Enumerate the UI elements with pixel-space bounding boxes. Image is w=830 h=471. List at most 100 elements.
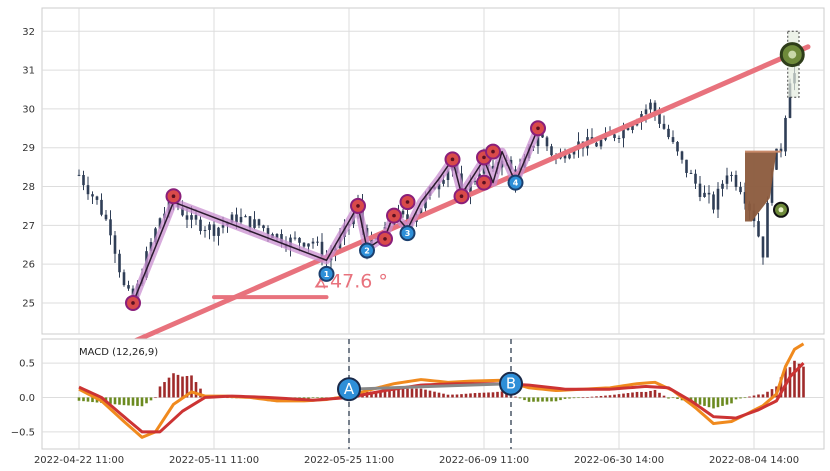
- macd-line: [78, 342, 805, 439]
- candle-body-120: [617, 137, 621, 139]
- macd-hist-bar-100: [527, 397, 531, 402]
- marker-dot-0: [131, 301, 135, 305]
- macd-hist-bar-121: [622, 393, 625, 398]
- candle-body-115: [595, 142, 598, 147]
- macd-hist-bar-109: [568, 397, 571, 399]
- macd-hist-bar-76: [419, 388, 423, 398]
- candle-body-72: [401, 210, 405, 215]
- candle-body-23: [181, 207, 184, 216]
- price-y-tick-0: 25: [22, 298, 35, 309]
- macd-hist-bar-52: [311, 397, 315, 399]
- macd-hist-bar-82: [446, 394, 450, 398]
- x-tick-1: 2022-05-11 11:00: [169, 455, 259, 466]
- candle-body-122: [626, 127, 630, 131]
- macd-hist-bar-22: [176, 374, 180, 398]
- macd-hist-bar-123: [631, 392, 634, 398]
- macd-hist-bar-138: [698, 397, 702, 405]
- candle-body-116: [599, 139, 603, 147]
- macd-hist-bar-14: [140, 397, 144, 407]
- macd-hist-bar-102: [536, 397, 540, 402]
- macd-hist-bar-71: [397, 388, 400, 398]
- candle-body-143: [721, 183, 724, 189]
- x-tick-5: 2022-08-04 14:00: [709, 455, 799, 466]
- marker-dot-6: [392, 213, 396, 218]
- macd-hist-bar-129: [658, 392, 661, 398]
- candle-body-136: [689, 172, 693, 174]
- marker-dot-12: [482, 155, 486, 160]
- candle-body-30: [212, 224, 216, 236]
- candle-body-35: [235, 214, 238, 223]
- marker-dot-13: [491, 149, 495, 154]
- macd-hist-bar-113: [586, 397, 589, 398]
- candle-body-44: [275, 233, 279, 239]
- macd-hist-bar-1: [82, 397, 85, 402]
- candle-body-28: [203, 229, 207, 232]
- candle-body-123: [631, 125, 634, 131]
- macd-hist-bar-132: [671, 397, 675, 399]
- macd-hist-bar-72: [401, 388, 405, 398]
- candle-body-50: [302, 242, 306, 247]
- macd-hist-bar-139: [703, 397, 706, 406]
- candle-body-31: [217, 227, 220, 236]
- candle-body-18: [158, 218, 162, 229]
- marker-dot-11: [482, 180, 486, 185]
- macd-hist-bar-137: [694, 397, 697, 404]
- price-panel-frame: [41, 7, 825, 335]
- macd-hist-bar-125: [640, 391, 643, 398]
- x-tick-0: 2022-04-22 11:00: [34, 455, 124, 466]
- macd-hist-bar-23: [181, 376, 184, 398]
- macd-hist-bar-80: [437, 392, 441, 398]
- macd-hist-bar-110: [572, 397, 576, 399]
- macd-hist-bar-128: [653, 389, 657, 398]
- trend-line: [130, 44, 811, 345]
- candle-body-103: [541, 134, 544, 138]
- candle-body-48: [293, 237, 297, 239]
- ab-label-1: B: [506, 375, 516, 393]
- macd-hist-bar-122: [626, 393, 630, 398]
- macd-hist-bar-144: [725, 397, 729, 405]
- macd-y-tick-1: 0.0: [19, 393, 35, 404]
- macd-hist-bar-69: [388, 389, 391, 398]
- macd-hist-bar-78: [428, 390, 432, 398]
- candle-body-42: [266, 228, 270, 235]
- macd-hist-bar-16: [149, 397, 153, 401]
- candle-body-128: [653, 102, 657, 114]
- x-tick-labels: 2022-04-22 11:00 2022-05-11 11:00 2022-05-…: [34, 455, 799, 466]
- macd-hist-bar-111: [577, 397, 580, 399]
- candle-body-81: [442, 179, 445, 184]
- marker-group: 1 2 3 4: [125, 42, 805, 311]
- candle-body-151: [757, 221, 760, 237]
- candle-body-127: [649, 102, 652, 110]
- candle-body-121: [622, 127, 625, 139]
- candle-body-34: [230, 214, 234, 223]
- candle-body-24: [185, 215, 189, 220]
- ab-line: [348, 382, 512, 391]
- macd-hist-bar-103: [541, 397, 544, 402]
- marker-dot-1: [171, 194, 176, 199]
- macd-hist-bar-53: [316, 397, 319, 399]
- candle-body-104: [545, 137, 549, 147]
- candle-body-133: [676, 141, 679, 152]
- macd-hist-bar-2: [86, 397, 90, 402]
- macd-hist-bar-0: [77, 397, 81, 401]
- candle-body-49: [298, 237, 301, 243]
- macd-hist-bar-87: [469, 393, 472, 398]
- candle-body-10: [122, 272, 126, 286]
- macd-hist-bar-9: [118, 397, 121, 405]
- price-y-tick-6: 31: [22, 66, 35, 77]
- macd-hist-bar-94: [500, 391, 504, 398]
- candle-body-138: [698, 183, 702, 197]
- macd-hist-bar-97: [514, 396, 517, 398]
- macd-hist-bar-156: [779, 377, 783, 398]
- candle-body-27: [199, 219, 202, 232]
- price-y-tick-4: 29: [22, 143, 35, 154]
- macd-title: MACD (12,26,9): [79, 347, 158, 358]
- price-y-tick-5: 30: [22, 104, 35, 115]
- candle-body-147: [739, 186, 742, 193]
- macd-hist-bar-91: [487, 392, 490, 398]
- candle-body-119: [613, 134, 616, 138]
- candle-body-82: [446, 170, 450, 180]
- marker-dot-9: [450, 157, 455, 162]
